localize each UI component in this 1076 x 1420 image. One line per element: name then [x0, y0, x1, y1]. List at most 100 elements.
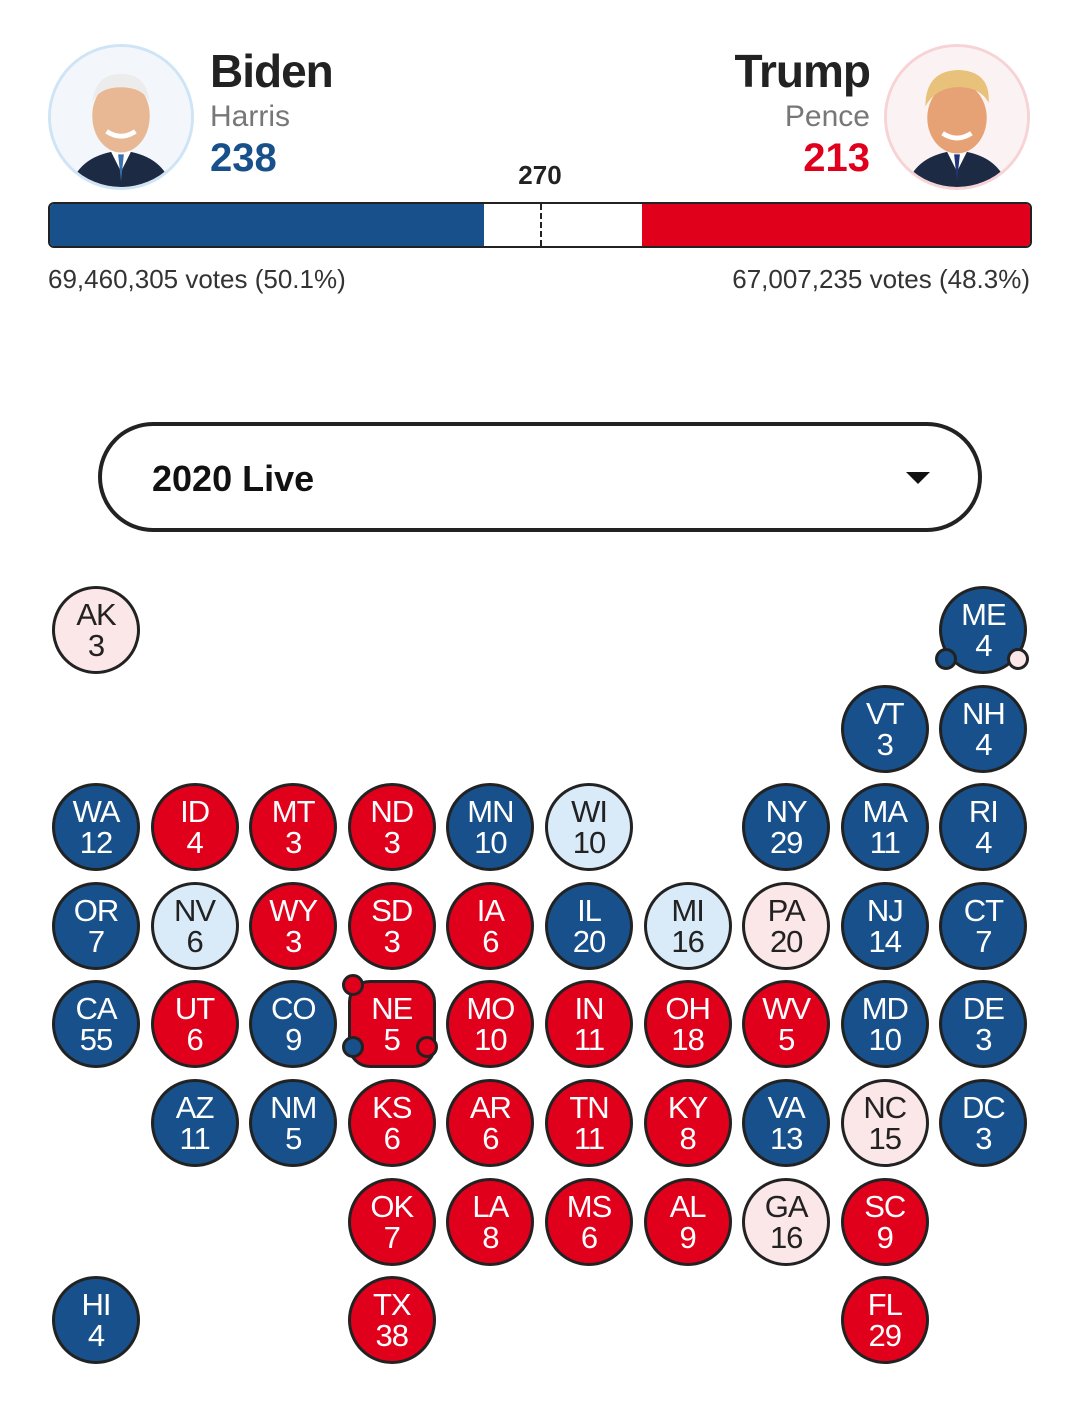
state-electoral-votes: 8	[679, 1121, 696, 1156]
state-md[interactable]: MD 10	[840, 980, 929, 1069]
rep-candidate-name: Trump	[734, 45, 871, 97]
state-abbr: VA	[767, 1090, 806, 1125]
district-dot[interactable]	[341, 974, 364, 997]
state-il[interactable]: IL 20	[545, 881, 633, 970]
state-electoral-votes: 15	[868, 1121, 902, 1156]
state-ak[interactable]: AK 3	[52, 586, 140, 674]
state-abbr: OR	[73, 892, 120, 928]
state-abbr: MO	[466, 991, 515, 1027]
state-abbr: VT	[865, 695, 905, 731]
state-electoral-votes: 3	[285, 923, 302, 959]
state-electoral-votes: 6	[482, 1121, 499, 1156]
state-electoral-votes: 8	[482, 1219, 499, 1255]
state-ar[interactable]: AR 6	[446, 1079, 535, 1167]
state-wy[interactable]: WY 3	[249, 881, 338, 970]
state-ut[interactable]: UT 6	[150, 980, 239, 1069]
state-electoral-votes: 6	[186, 1022, 203, 1058]
state-ks[interactable]: KS 6	[347, 1079, 436, 1167]
district-dot[interactable]	[1007, 648, 1030, 670]
state-electoral-votes: 29	[868, 1318, 902, 1354]
state-ms[interactable]: MS 6	[545, 1177, 633, 1266]
state-abbr: SD	[371, 892, 413, 928]
state-wi[interactable]: WI 10	[545, 783, 633, 872]
state-electoral-votes: 4	[186, 825, 203, 861]
state-abbr: IA	[476, 892, 505, 928]
state-oh[interactable]: OH 18	[643, 980, 732, 1069]
state-nm[interactable]: NM 5	[249, 1079, 338, 1167]
state-abbr: NH	[962, 695, 1006, 731]
state-abbr: HI	[81, 1287, 112, 1323]
state-dc[interactable]: DC 3	[939, 1079, 1028, 1167]
state-wv[interactable]: WV 5	[742, 980, 831, 1069]
state-nv[interactable]: NV 6	[150, 881, 239, 970]
state-mi[interactable]: MI 16	[643, 881, 732, 970]
state-electoral-votes: 16	[769, 1219, 803, 1255]
caret-down-icon	[906, 472, 930, 484]
state-sc[interactable]: SC 9	[840, 1177, 929, 1266]
district-dot[interactable]	[415, 1036, 438, 1059]
state-mt[interactable]: MT 3	[249, 783, 338, 872]
state-fl[interactable]: FL 29	[840, 1276, 929, 1365]
state-ct[interactable]: CT 7	[939, 881, 1028, 970]
state-nj[interactable]: NJ 14	[840, 881, 929, 970]
state-electoral-votes: 10	[474, 825, 507, 861]
state-abbr: AK	[76, 597, 116, 632]
state-electoral-votes: 29	[769, 825, 803, 861]
state-electoral-votes: 6	[580, 1219, 598, 1255]
dem-popular-votes: 69,460,305 votes (50.1%)	[48, 264, 346, 294]
state-vt[interactable]: VT 3	[840, 684, 929, 773]
state-tn[interactable]: TN 11	[545, 1079, 633, 1167]
state-electoral-votes: 7	[87, 923, 105, 959]
state-va[interactable]: VA 13	[742, 1079, 831, 1167]
state-pa[interactable]: PA 20	[742, 881, 831, 970]
state-mn[interactable]: MN 10	[446, 783, 535, 872]
state-al[interactable]: AL 9	[643, 1177, 732, 1266]
state-electoral-votes: 11	[179, 1121, 211, 1156]
state-wa[interactable]: WA 12	[52, 783, 140, 872]
state-electoral-votes: 3	[975, 1121, 992, 1156]
state-electoral-votes: 3	[876, 726, 894, 762]
state-abbr: UT	[174, 991, 215, 1027]
district-dot[interactable]	[341, 1036, 364, 1059]
district-dot[interactable]	[935, 648, 958, 670]
state-hi[interactable]: HI 4	[52, 1276, 140, 1365]
year-selector-dropdown[interactable]: 2020 Live	[98, 422, 982, 532]
state-co[interactable]: CO 9	[249, 980, 338, 1069]
threshold-marker	[540, 204, 542, 246]
state-sd[interactable]: SD 3	[347, 881, 436, 970]
state-abbr: AZ	[175, 1090, 215, 1125]
state-abbr: NC	[863, 1090, 907, 1125]
state-abbr: IN	[574, 991, 605, 1027]
state-abbr: ME	[961, 597, 1007, 632]
state-electoral-votes: 7	[975, 923, 992, 959]
state-ga[interactable]: GA 16	[742, 1177, 831, 1266]
state-abbr: DC	[962, 1090, 1006, 1125]
state-abbr: MN	[467, 794, 514, 830]
state-abbr: MD	[861, 991, 909, 1027]
state-ri[interactable]: RI 4	[939, 783, 1028, 872]
state-nh[interactable]: NH 4	[939, 684, 1028, 773]
state-tx[interactable]: TX 38	[347, 1276, 436, 1365]
state-ia[interactable]: IA 6	[446, 881, 535, 970]
state-nc[interactable]: NC 15	[840, 1079, 929, 1167]
state-in[interactable]: IN 11	[545, 980, 633, 1069]
state-electoral-votes: 4	[87, 1318, 105, 1354]
state-ok[interactable]: OK 7	[347, 1177, 436, 1266]
state-ca[interactable]: CA 55	[52, 980, 140, 1069]
state-id[interactable]: ID 4	[150, 783, 239, 872]
state-la[interactable]: LA 8	[446, 1177, 535, 1266]
state-de[interactable]: DE 3	[939, 980, 1028, 1069]
state-ma[interactable]: MA 11	[840, 783, 929, 872]
state-or[interactable]: OR 7	[52, 881, 140, 970]
dem-electoral-votes: 238	[210, 136, 277, 180]
state-nd[interactable]: ND 3	[347, 783, 436, 872]
state-abbr: DE	[962, 991, 1005, 1027]
state-abbr: AR	[469, 1090, 512, 1125]
state-electoral-votes: 18	[671, 1022, 704, 1058]
state-az[interactable]: AZ 11	[150, 1079, 239, 1167]
state-abbr: MT	[271, 794, 316, 830]
state-ky[interactable]: KY 8	[643, 1079, 732, 1167]
state-mo[interactable]: MO 10	[446, 980, 535, 1069]
state-electoral-votes: 3	[383, 825, 401, 861]
state-ny[interactable]: NY 29	[742, 783, 831, 872]
